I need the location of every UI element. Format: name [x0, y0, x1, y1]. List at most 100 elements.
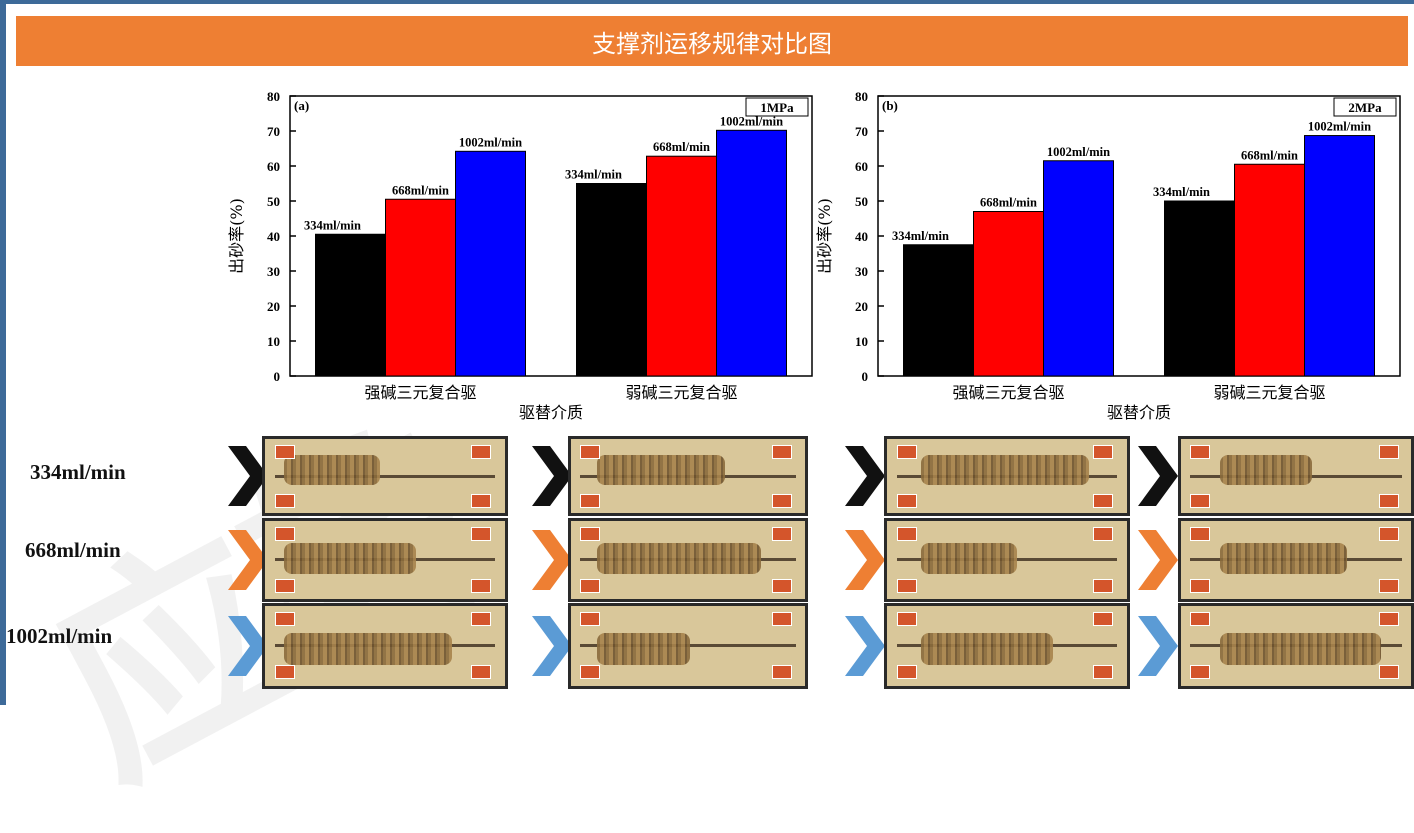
port-marker: [896, 578, 917, 593]
port-marker: [1093, 665, 1114, 680]
port-marker: [580, 527, 601, 542]
port-marker: [772, 444, 793, 459]
port-marker: [896, 493, 917, 508]
port-marker: [772, 578, 793, 593]
y-tick-label: 10: [267, 334, 280, 349]
sand-pack-photo: [568, 436, 808, 516]
sand-pack-photo: [262, 518, 508, 602]
y-tick-label: 0: [862, 369, 869, 384]
port-marker: [471, 527, 492, 542]
port-marker: [1190, 527, 1211, 542]
port-marker: [1378, 493, 1399, 508]
proppant-sand: [284, 633, 453, 666]
pressure-box: [1333, 97, 1397, 117]
sand-pack-photo: [568, 518, 808, 602]
bar-label: 334ml/min: [1153, 185, 1210, 199]
chevron-right-icon: [1138, 530, 1178, 590]
bar-label: 668ml/min: [653, 140, 710, 154]
row-label-668: 668ml/min: [25, 538, 121, 562]
x-category-label: 弱碱三元复合驱: [1213, 383, 1325, 402]
y-tick-label: 40: [855, 229, 868, 244]
port-marker: [1378, 444, 1399, 459]
port-marker: [274, 665, 295, 680]
y-tick-label: 30: [855, 264, 868, 279]
port-marker: [580, 444, 601, 459]
proppant-sand: [920, 633, 1053, 666]
port-marker: [471, 444, 492, 459]
port-marker: [1378, 612, 1399, 627]
bar-0-2: [1043, 160, 1114, 377]
port-marker: [580, 493, 601, 508]
fracture-line: [274, 474, 496, 478]
proppant-sand: [284, 542, 417, 575]
bar-0-0: [315, 233, 386, 377]
port-marker: [1190, 444, 1211, 459]
port-marker: [1093, 493, 1114, 508]
bar-1-2: [716, 129, 787, 377]
chevron-right-icon: [845, 616, 885, 676]
x-axis-label: 驱替介质: [519, 403, 583, 422]
bar-label: 1002ml/min: [1047, 145, 1110, 159]
port-marker: [1190, 493, 1211, 508]
bar-label: 334ml/min: [892, 229, 949, 243]
y-tick-label: 70: [267, 124, 280, 139]
port-marker: [772, 612, 793, 627]
port-marker: [274, 578, 295, 593]
bar-0-0: [903, 244, 974, 377]
chevron-right-icon: [845, 530, 885, 590]
pressure-label: 2MPa: [1348, 100, 1382, 115]
port-marker: [274, 612, 295, 627]
bar-1-1: [1234, 163, 1305, 377]
bar-1-2: [1304, 135, 1375, 377]
bar-0-1: [385, 198, 456, 377]
sand-pack-photo: [884, 436, 1130, 516]
left-border: [0, 0, 6, 705]
proppant-sand: [1220, 542, 1347, 575]
port-marker: [772, 493, 793, 508]
x-axis-label: 驱替介质: [1107, 403, 1171, 422]
port-marker: [1190, 665, 1211, 680]
top-border: [0, 0, 1414, 4]
y-tick-label: 80: [855, 89, 868, 104]
x-category-label: 弱碱三元复合驱: [625, 383, 737, 402]
port-marker: [471, 493, 492, 508]
port-marker: [1378, 527, 1399, 542]
y-tick-label: 20: [267, 299, 280, 314]
chevron-right-icon: [228, 616, 268, 676]
y-tick-label: 10: [855, 334, 868, 349]
bar-1-1: [646, 155, 717, 377]
row-label-334: 334ml/min: [30, 460, 126, 484]
sand-pack-photo: [884, 603, 1130, 689]
bar-label: 334ml/min: [304, 218, 361, 232]
port-marker: [471, 612, 492, 627]
port-marker: [896, 665, 917, 680]
chevron-right-icon: [228, 530, 268, 590]
proppant-sand: [920, 542, 1017, 575]
bar-1-0: [1164, 200, 1235, 377]
y-tick-label: 30: [267, 264, 280, 279]
y-tick-label: 80: [267, 89, 280, 104]
y-tick-label: 60: [855, 159, 868, 174]
y-tick-label: 50: [855, 194, 868, 209]
chevron-right-icon: [845, 446, 885, 506]
bar-label: 1002ml/min: [459, 135, 522, 149]
proppant-sand: [596, 633, 691, 666]
pressure-box: [745, 97, 809, 117]
panel-tag: (b): [882, 98, 898, 113]
port-marker: [1190, 612, 1211, 627]
port-marker: [1190, 578, 1211, 593]
sand-pack-photo: [884, 518, 1130, 602]
port-marker: [471, 578, 492, 593]
chevron-right-icon: [532, 530, 572, 590]
chevron-right-icon: [532, 616, 572, 676]
bar-0-2: [455, 150, 526, 377]
panel-tag: (a): [294, 98, 309, 113]
proppant-sand: [596, 542, 761, 575]
page-title-banner: 支撑剂运移规律对比图: [16, 16, 1408, 66]
sand-pack-photo: [262, 603, 508, 689]
bar-label: 1002ml/min: [720, 114, 783, 128]
pressure-label: 1MPa: [760, 100, 794, 115]
bar-label: 668ml/min: [392, 183, 449, 197]
port-marker: [1378, 578, 1399, 593]
port-marker: [1093, 444, 1114, 459]
